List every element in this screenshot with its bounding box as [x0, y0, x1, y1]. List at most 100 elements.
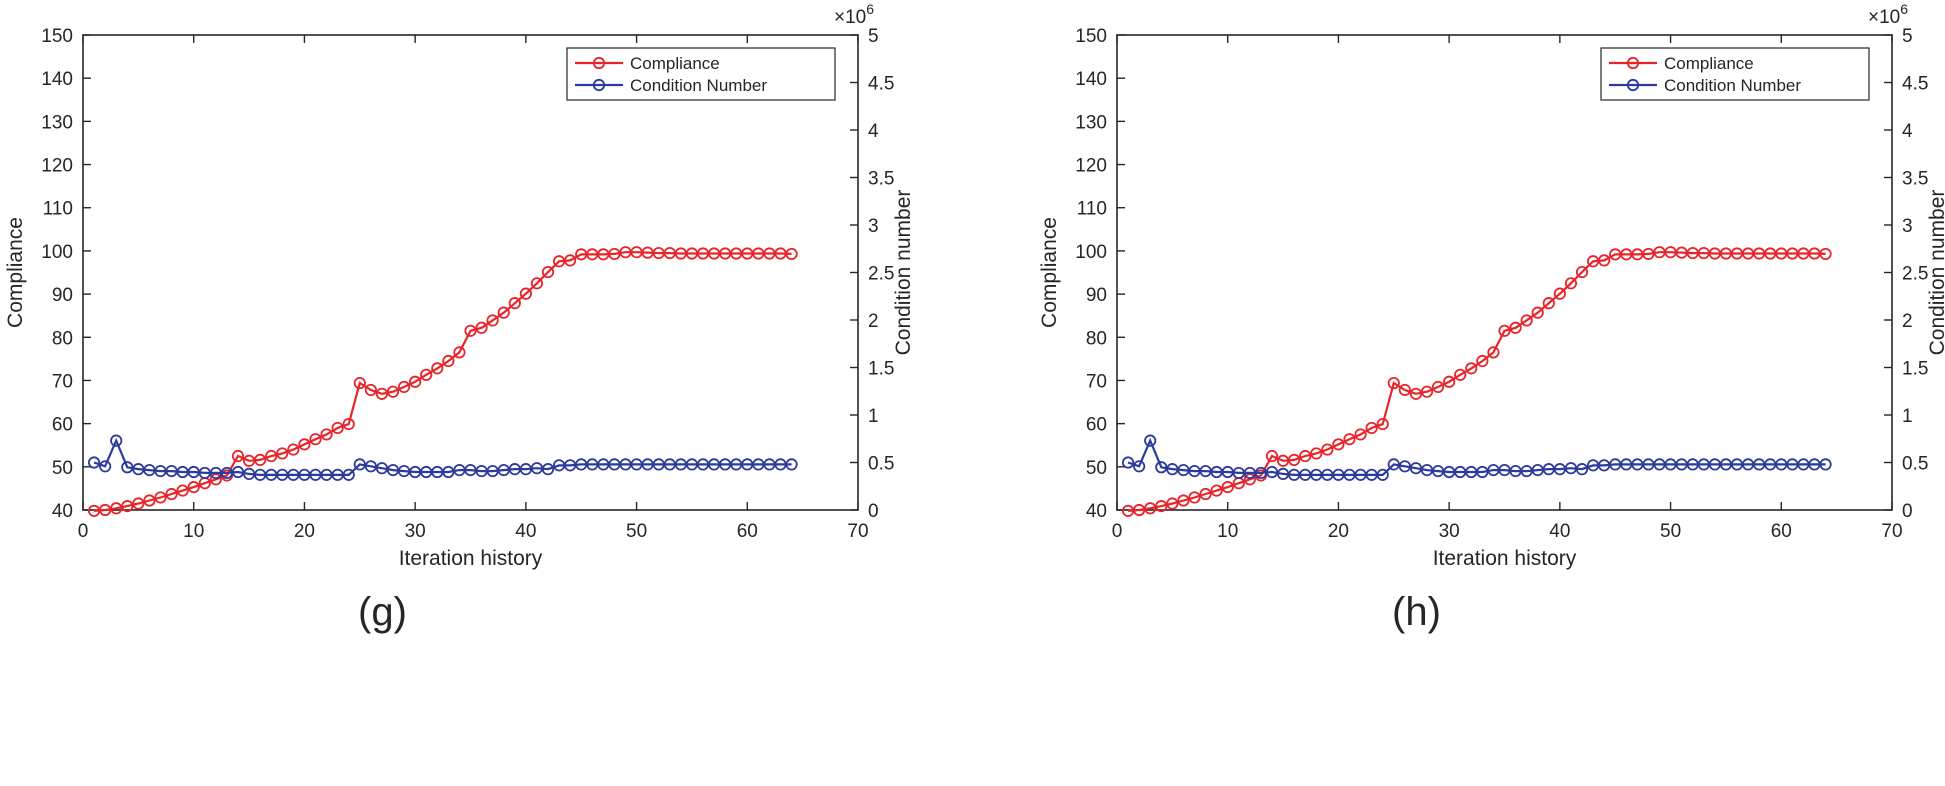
chart-0-compliance-point	[143, 494, 156, 507]
chart-0-y2-tick-label: 4	[868, 121, 879, 142]
chart-0-x-tick-label: 40	[515, 521, 536, 542]
chart-1-y2-exponent-label: ×106	[1868, 1, 1908, 28]
chart-1-y2-tick-label: 5	[1902, 26, 1913, 47]
chart-panel-g: 0 10 20 30 40 50 60 70 40 50 60 70 80 90 100 110 120 130 1…	[0, 0, 972, 786]
chart-0-legend-compliance-label: Compliance	[630, 54, 720, 73]
chart-1-x-tick-label: 50	[1660, 521, 1681, 542]
chart-1-x-axis-label: Iteration history	[1433, 547, 1577, 570]
chart-1-compliance-point	[1476, 354, 1489, 368]
chart-0-x-tick-label: 60	[737, 521, 758, 542]
chart-1-y-tick-label: 150	[1075, 26, 1107, 47]
chart-1-compliance-point	[1354, 428, 1367, 441]
chart-1-condition-number-point	[1819, 458, 1832, 471]
chart-0-compliance-point	[785, 247, 798, 261]
chart-1-x-tick-label: 0	[1112, 521, 1123, 542]
chart-0-condition-number-point	[375, 462, 389, 475]
chart-1-compliance-point	[1642, 247, 1655, 261]
chart-0-condition-number-point	[87, 456, 101, 469]
chart-1-compliance-point	[1409, 387, 1423, 400]
chart-1-y2-tick-label: 0.5	[1902, 454, 1928, 475]
chart-0-condition-number-point	[541, 463, 555, 476]
chart-0-compliance-point	[453, 346, 466, 359]
chart-0-y-tick-label: 150	[41, 26, 73, 47]
chart-0-y2-tick-label: 1	[868, 406, 879, 427]
chart-1-y-axis-label: Compliance	[1038, 217, 1061, 328]
chart-1-y-tick-label: 60	[1086, 415, 1107, 436]
chart-0-x-tick-label: 10	[183, 521, 204, 542]
chart-1-compliance-point	[1509, 321, 1522, 334]
chart-1-condition-number-point	[1133, 460, 1146, 473]
chart-1-compliance-point	[1343, 433, 1356, 446]
chart-0-compliance-point	[165, 487, 178, 501]
chart-0-compliance-point	[364, 383, 377, 397]
chart-0-y2-exponent-label: ×106	[834, 1, 874, 28]
chart-0-legend-compliance-marker	[592, 56, 606, 70]
chart-0-condition-number-point	[785, 458, 798, 471]
chart-1-compliance-point	[1376, 417, 1389, 431]
chart-panel-h: 0 10 20 30 40 50 60 70 40 50 60 70 80 90 100 110 120 130 1…	[1034, 0, 1945, 786]
chart-1-condition-number-point	[1376, 468, 1389, 481]
chart-0-compliance-point	[497, 306, 510, 319]
chart-1-compliance-point	[1133, 503, 1146, 517]
chart-0-compliance-point	[342, 417, 355, 431]
chart-1-compliance-point	[1166, 497, 1179, 510]
chart-0-y-tick-label: 100	[41, 242, 73, 263]
chart-1-compliance-point	[1221, 481, 1234, 494]
chart-1-compliance-point	[1299, 449, 1312, 463]
chart-0-compliance-point	[464, 324, 477, 337]
chart-0-y2-tick-label: 4.5	[868, 74, 894, 95]
chart-0-compliance-point	[409, 375, 422, 388]
chart-1-compliance-point	[1819, 247, 1832, 261]
chart-0-y-tick-label: 70	[52, 371, 73, 392]
chart-1-legend-compliance-label: Compliance	[1664, 54, 1754, 73]
chart-0-x-axis-label: Iteration history	[399, 547, 543, 570]
chart-0-compliance-point	[121, 500, 134, 513]
chart-1-x-tick-label: 10	[1217, 521, 1238, 542]
chart-0-compliance-point	[265, 449, 278, 463]
chart-1-compliance-point	[1310, 447, 1323, 460]
chart-1-condition-number-point	[1121, 456, 1135, 469]
chart-0-legend-condition-number-marker	[592, 78, 606, 92]
chart-0-x-tick-label: 70	[847, 521, 868, 542]
chart-0-compliance-point	[276, 447, 289, 460]
chart-0-compliance-point	[508, 297, 521, 310]
chart-1-compliance-point	[1155, 500, 1168, 513]
chart-0-compliance-point	[541, 265, 555, 279]
chart-0-compliance-point	[287, 443, 300, 456]
chart-1-x-tick-label: 40	[1549, 521, 1570, 542]
chart-1-compliance-point	[1387, 376, 1400, 390]
chart-0-y-tick-label: 60	[52, 415, 73, 436]
chart-1-compliance-point	[1564, 277, 1578, 290]
chart-0-compliance-point	[298, 438, 311, 451]
chart-1-compliance-point	[1454, 368, 1467, 381]
chart-1-y-tick-label: 40	[1086, 501, 1107, 522]
chart-1-y2-tick-label: 0	[1902, 501, 1913, 522]
chart-0-compliance-point	[320, 428, 333, 441]
chart-1-legend-box	[1600, 47, 1870, 101]
chart-1-compliance-point	[1465, 362, 1478, 375]
chart-1-compliance-point	[1199, 487, 1212, 501]
chart-1-compliance-point	[1332, 438, 1345, 451]
chart-1-y-tick-label: 110	[1077, 199, 1107, 220]
chart-0-y2-tick-label: 1.5	[868, 359, 894, 380]
chart-1-x-tick-label: 20	[1328, 521, 1349, 542]
chart-0-compliance-point	[209, 473, 222, 486]
chart-1-compliance-point	[1531, 306, 1544, 319]
chart-1-compliance-point	[1598, 254, 1611, 267]
chart-0-compliance-point	[475, 321, 488, 334]
chart-0-y2-tick-label: 0	[868, 501, 879, 522]
chart-1-condition-number-point	[1575, 463, 1589, 476]
chart-0-compliance-point	[254, 453, 267, 467]
chart-1-compliance-point	[1520, 314, 1533, 327]
chart-0-y-tick-label: 140	[41, 69, 73, 90]
chart-1-compliance-point	[1575, 265, 1589, 279]
chart-svg: 0 10 20 30 40 50 60 704050607080901001101201301…	[4, 1, 915, 634]
chart-1-compliance-point	[1542, 297, 1555, 310]
chart-0-compliance-point	[442, 354, 455, 368]
chart-0-y-tick-label: 50	[52, 458, 73, 479]
chart-0-y2-tick-label: 5	[868, 26, 879, 47]
chart-1-compliance-point	[1398, 383, 1411, 397]
chart-1-x-tick-label: 30	[1439, 521, 1460, 542]
chart-0-condition-number-point	[110, 434, 123, 447]
chart-0-compliance-point	[132, 497, 145, 510]
